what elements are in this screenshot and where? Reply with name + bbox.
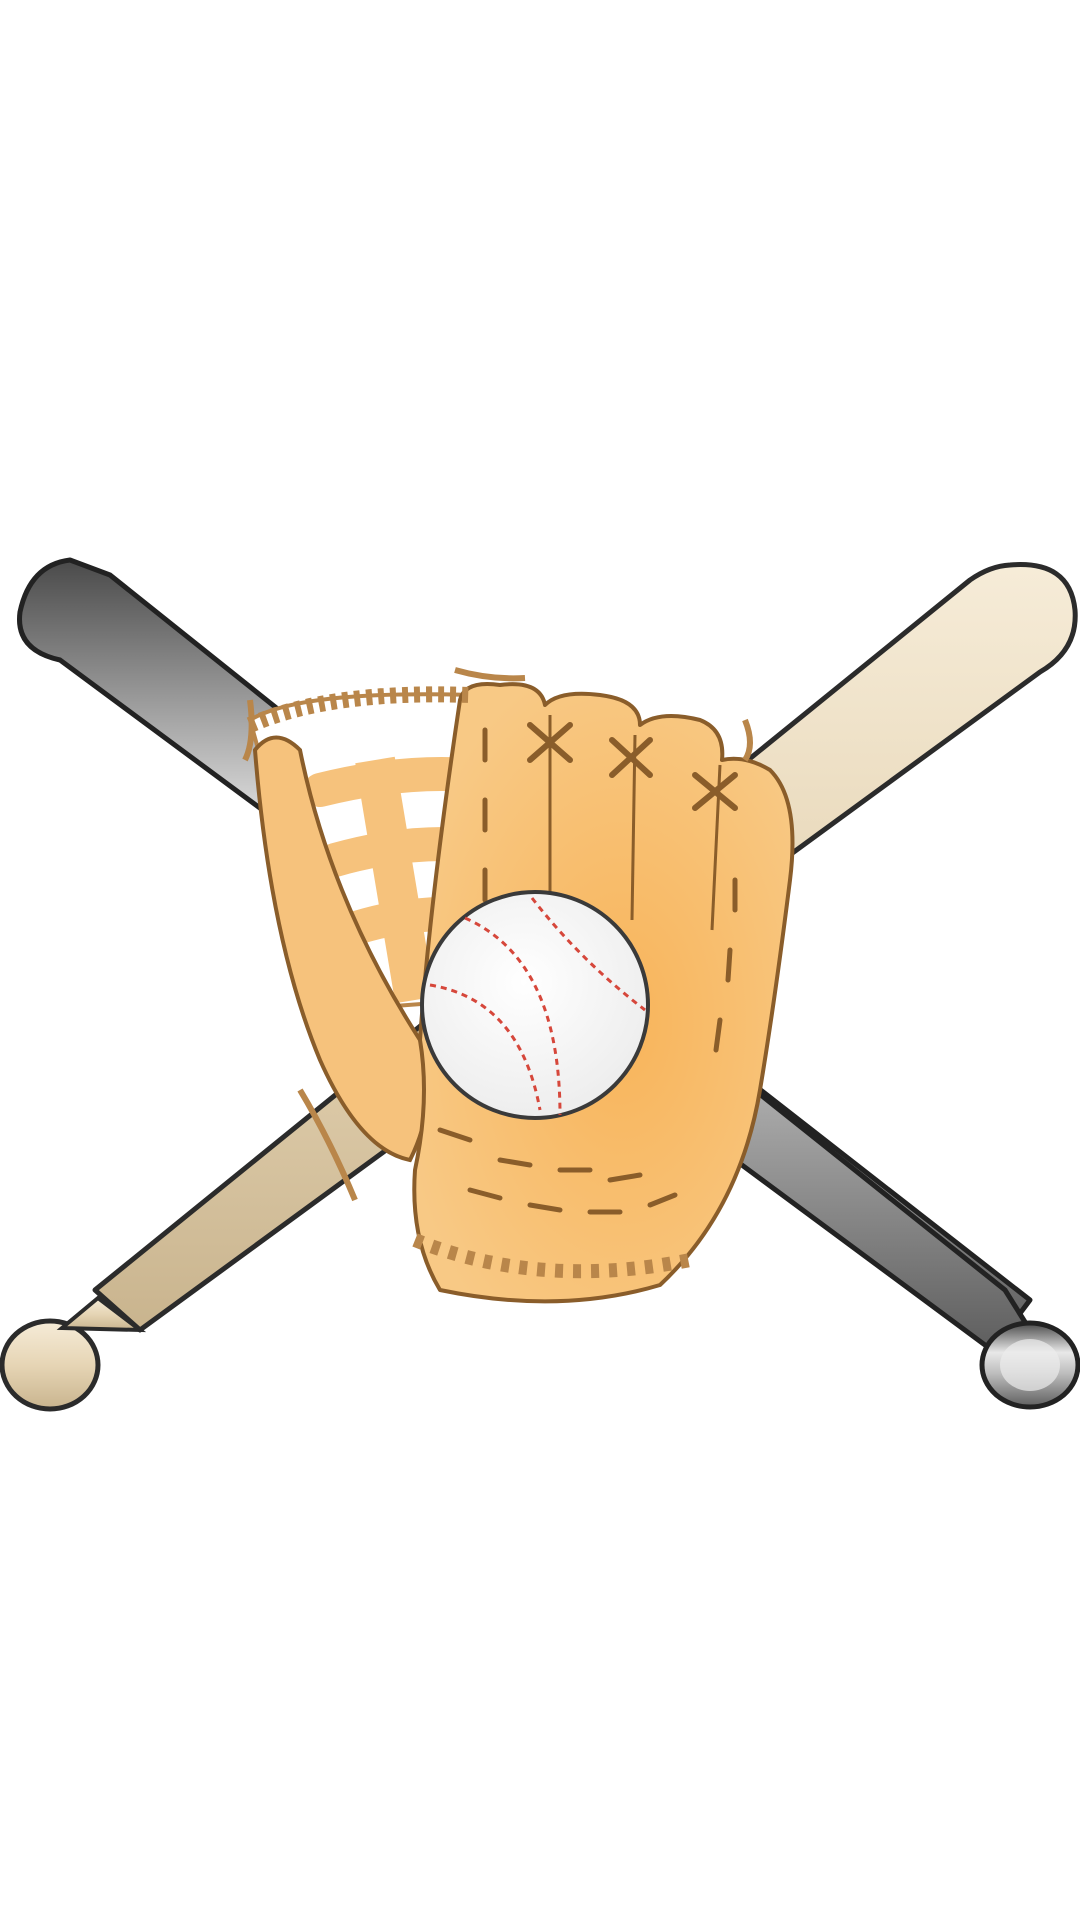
baseball [420,890,650,1120]
